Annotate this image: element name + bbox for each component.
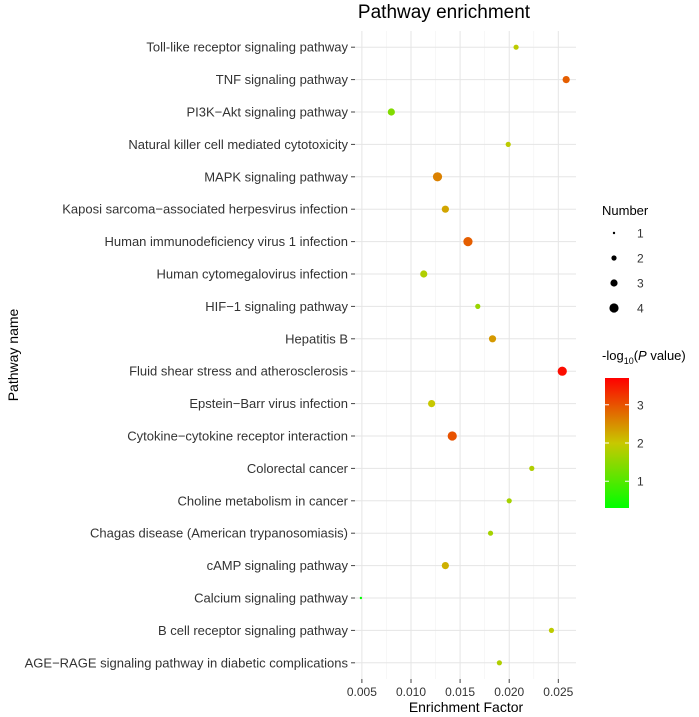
data-point — [488, 335, 497, 343]
data-point — [557, 366, 567, 376]
y-tick-label: PI3K−Akt signaling pathway — [186, 105, 348, 120]
x-tick-label: 0.005 — [347, 685, 377, 699]
y-tick-label: Toll-like receptor signaling pathway — [146, 40, 348, 55]
data-point — [475, 303, 481, 309]
y-tick-label: Human immunodeficiency virus 1 infection — [105, 234, 349, 249]
y-tick-label: Choline metabolism in cancer — [177, 493, 348, 508]
y-axis-title: Pathway name — [5, 308, 21, 401]
colorbar-label: 1 — [637, 475, 644, 489]
y-tick-label: Hepatitis B — [285, 331, 348, 346]
data-point — [529, 465, 535, 471]
size-legend-label: 2 — [637, 252, 644, 266]
color-legend-title: -log10(P value) — [602, 348, 686, 366]
y-tick-label: TNF signaling pathway — [216, 72, 349, 87]
y-tick-labels: Toll-like receptor signaling pathway TNF … — [25, 40, 355, 670]
y-tick-label: Colorectal cancer — [247, 461, 349, 476]
y-tick-label: Cytokine−cytokine receptor interaction — [127, 429, 348, 444]
y-tick-label: Calcium signaling pathway — [194, 591, 348, 606]
data-point — [387, 108, 395, 116]
data-point — [432, 172, 443, 182]
y-tick-label: B cell receptor signaling pathway — [158, 623, 349, 638]
y-tick-label: Fluid shear stress and atherosclerosis — [129, 364, 348, 379]
size-legend-label: 3 — [637, 277, 644, 291]
x-tick-label: 0.020 — [494, 685, 524, 699]
data-point — [496, 660, 502, 666]
size-legend-key — [612, 231, 616, 235]
color-legend: -log10(P value) 1 2 3 — [602, 348, 686, 508]
y-tick-label: Human cytomegalovirus infection — [157, 267, 348, 282]
x-tick-label: 0.010 — [396, 685, 426, 699]
data-point — [447, 431, 457, 441]
y-tick-label: cAMP signaling pathway — [207, 558, 349, 573]
colorbar-label: 3 — [637, 398, 644, 412]
size-legend-key — [610, 279, 618, 287]
y-tick-label: Epstein−Barr virus infection — [189, 396, 348, 411]
plot-panel — [355, 31, 576, 679]
y-tick-label: Natural killer cell mediated cytotoxicit… — [128, 137, 348, 152]
size-legend-key — [609, 303, 619, 313]
x-tick-labels: 0.005 0.010 0.015 0.020 0.025 — [347, 679, 574, 699]
data-point — [562, 76, 570, 84]
data-point — [420, 270, 428, 278]
y-tick-label: MAPK signaling pathway — [204, 169, 348, 184]
size-legend-label: 4 — [637, 302, 644, 316]
data-point — [441, 205, 449, 213]
size-legend-title: Number — [602, 203, 649, 218]
data-point — [441, 562, 449, 570]
colorbar-label: 2 — [637, 437, 644, 451]
data-point — [428, 400, 436, 408]
data-point — [506, 498, 512, 504]
size-legend: Number 1 2 3 4 — [602, 203, 649, 316]
x-tick-label: 0.015 — [445, 685, 475, 699]
y-tick-label: Kaposi sarcoma−associated herpesvirus in… — [62, 202, 348, 217]
chart-title: Pathway enrichment — [358, 2, 531, 23]
x-axis-title: Enrichment Factor — [409, 699, 524, 715]
data-point — [513, 44, 519, 50]
data-points — [359, 44, 570, 666]
y-tick-label: AGE−RAGE signaling pathway in diabetic c… — [25, 655, 349, 670]
data-point — [359, 596, 363, 600]
y-tick-label: HIF−1 signaling pathway — [205, 299, 348, 314]
data-point — [463, 237, 473, 247]
size-legend-label: 1 — [637, 227, 644, 241]
data-point — [487, 530, 494, 536]
y-tick-label: Chagas disease (American trypanosomiasis… — [90, 526, 348, 541]
x-tick-label: 0.025 — [543, 685, 573, 699]
data-point — [548, 627, 555, 634]
data-point — [505, 141, 511, 147]
size-legend-key — [611, 255, 617, 261]
